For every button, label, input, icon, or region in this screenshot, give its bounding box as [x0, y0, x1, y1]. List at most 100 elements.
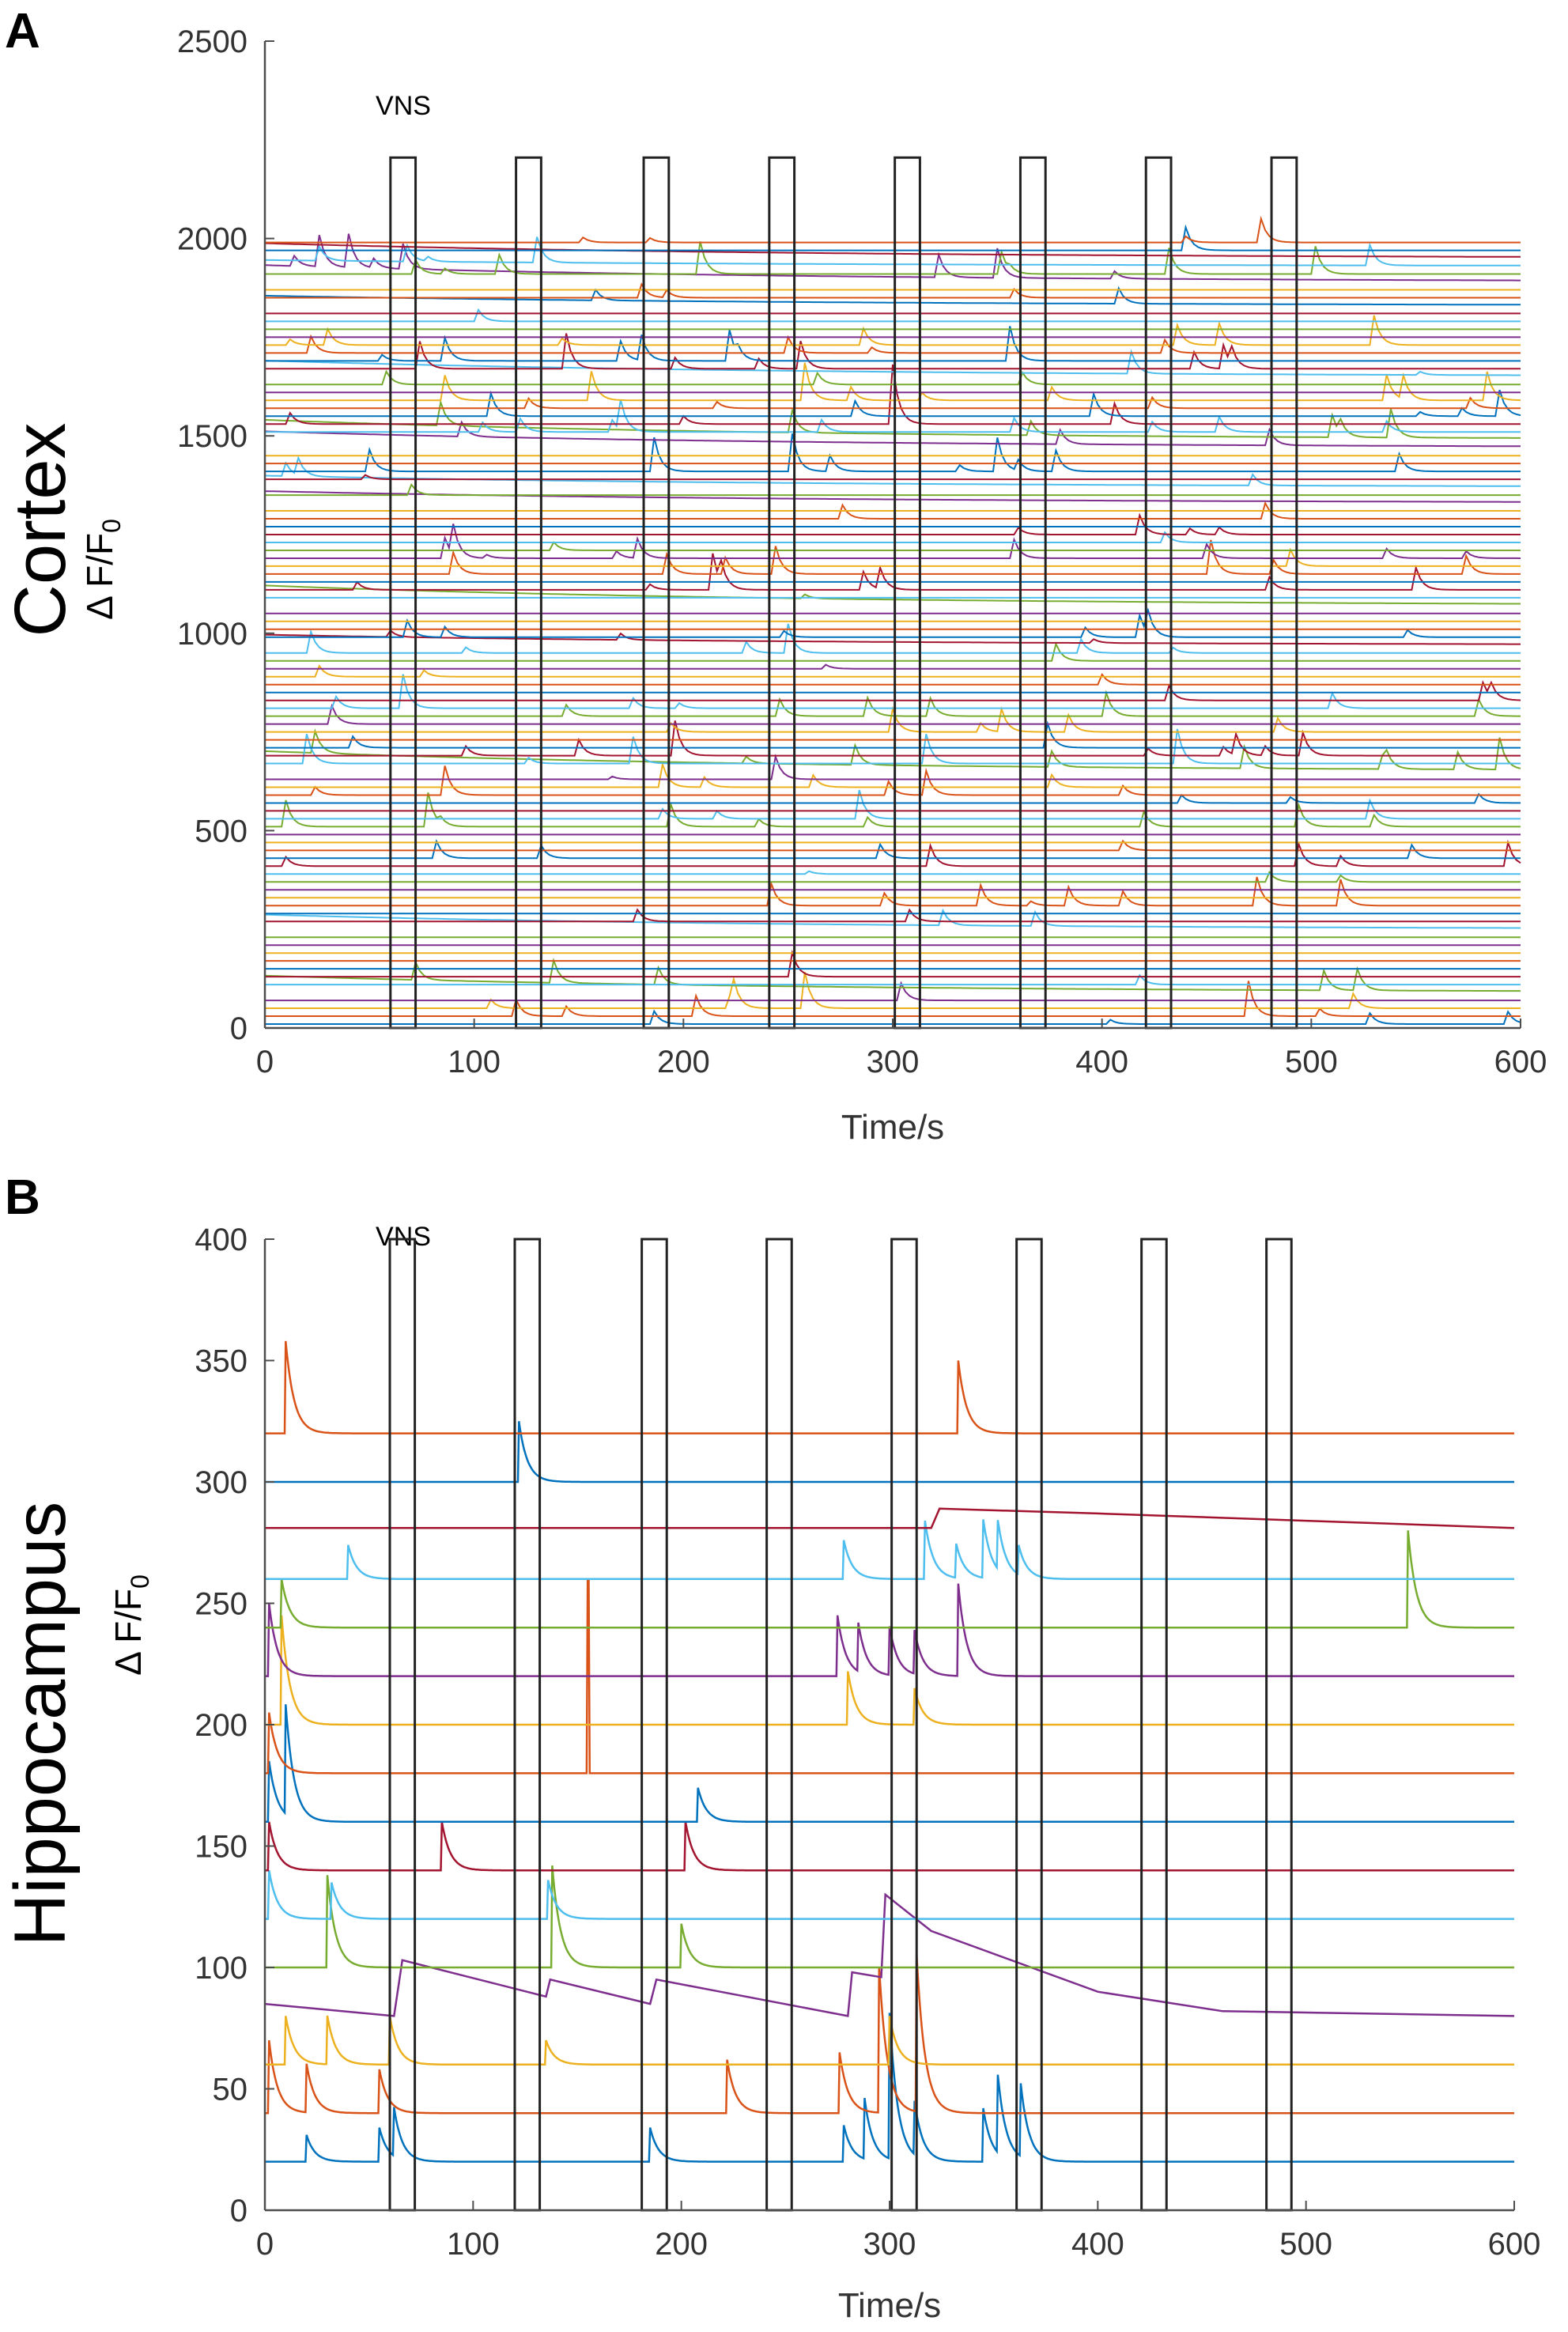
- hippocampus-trace: [265, 1519, 1514, 1581]
- y-axis-label-a-sub: 0: [97, 519, 126, 533]
- y-tick-label: 250: [195, 1587, 247, 1622]
- ticks-a: 0 100 200 300 400 500 600 0 500 1000 1500 2000 2500: [177, 25, 1547, 1079]
- traces-a: [264, 215, 1521, 1025]
- cortex-trace: [264, 629, 1521, 645]
- x-axis-label-a: Time/s: [841, 1108, 944, 1147]
- cortex-trace: [265, 673, 1521, 686]
- cortex-trace: [265, 224, 1521, 251]
- y-tick-label: 2500: [177, 25, 247, 59]
- cortex-trace: [265, 690, 1521, 717]
- cortex-trace: [265, 720, 1521, 757]
- x-tick-label: 300: [863, 2227, 916, 2262]
- cortex-trace: [265, 433, 1521, 473]
- hippocampus-trace: [265, 1615, 1514, 1726]
- cortex-trace: [265, 539, 1521, 575]
- hippocampus-trace: [265, 1421, 1514, 1483]
- hippocampus-trace: [265, 2013, 1514, 2163]
- cortex-trace: [265, 870, 1521, 875]
- y-axis-label-b-main: Δ F/F: [108, 1589, 149, 1676]
- x-tick-label: 0: [256, 1045, 274, 1079]
- cortex-trace: [265, 728, 1521, 765]
- y-tick-label: 300: [195, 1465, 247, 1500]
- cortex-trace: [265, 789, 1521, 820]
- y-axis-label-b-sub: 0: [126, 1574, 154, 1589]
- panel-label-a: A: [5, 4, 40, 59]
- cortex-trace: [264, 242, 1521, 258]
- cortex-trace: [265, 674, 1521, 709]
- cortex-trace: [265, 839, 1521, 867]
- traces-b: [264, 1340, 1515, 2163]
- hippocampus-trace: [265, 1953, 1514, 2115]
- cortex-trace: [265, 523, 1521, 559]
- cortex-trace: [265, 876, 1521, 907]
- vns-label-b: VNS: [376, 1222, 431, 1252]
- hippocampus-trace: [265, 1507, 1515, 1529]
- cortex-trace: [265, 531, 1521, 543]
- cortex-trace: [265, 241, 1521, 275]
- cortex-trace: [265, 399, 1521, 433]
- cortex-trace: [265, 761, 1521, 788]
- cortex-trace: [265, 705, 1521, 733]
- cortex-trace: [265, 623, 1521, 654]
- cortex-trace: [265, 474, 1521, 481]
- x-tick-label: 600: [1494, 1045, 1547, 1079]
- region-label-cortex: Cortex: [0, 423, 81, 637]
- cortex-trace: [265, 553, 1521, 591]
- x-tick-label: 600: [1488, 2227, 1541, 2262]
- cortex-trace: [265, 973, 1521, 986]
- x-tick-label: 200: [655, 2227, 708, 2262]
- hippocampus-trace: [265, 1530, 1514, 1629]
- y-tick-label: 1500: [177, 419, 247, 454]
- cortex-trace: [265, 871, 1521, 883]
- cortex-trace: [264, 399, 1521, 439]
- cortex-trace: [264, 908, 1521, 929]
- cortex-trace: [265, 981, 1521, 1002]
- hippocampus-trace: [265, 1340, 1514, 1434]
- cortex-trace: [265, 838, 1521, 860]
- cortex-trace: [265, 839, 1521, 852]
- cortex-trace: [265, 395, 1521, 410]
- panel-label-b: B: [5, 1170, 40, 1225]
- x-tick-label: 100: [448, 1045, 501, 1079]
- cortex-trace: [265, 754, 1521, 780]
- cortex-trace: [265, 333, 1521, 370]
- cortex-trace: [265, 334, 1521, 354]
- cortex-trace: [265, 362, 1521, 402]
- hippocampus-trace: [265, 1704, 1514, 1824]
- cortex-trace: [265, 512, 1521, 535]
- cortex-trace: [264, 584, 1521, 605]
- cortex-trace: [265, 765, 1521, 796]
- cortex-trace: [265, 664, 1521, 678]
- y-tick-label: 0: [230, 1011, 247, 1046]
- x-axis-label-b: Time/s: [838, 2286, 941, 2325]
- vns-label-a: VNS: [376, 91, 431, 121]
- hippocampus-trace: [265, 1865, 1514, 1969]
- y-tick-label: 2000: [177, 222, 247, 257]
- x-tick-label: 100: [447, 2227, 500, 2262]
- cortex-trace: [264, 236, 1521, 266]
- panel-b-hippocampus: B Hippocampus Δ F/F0 VNS 0 100 200 300 400 50…: [0, 1170, 1540, 2325]
- cortex-trace: [265, 326, 1521, 362]
- cortex-trace: [264, 233, 1521, 282]
- hippocampus-trace: [265, 1578, 1514, 1775]
- cortex-trace: [265, 792, 1521, 828]
- cortex-trace: [265, 981, 1521, 1017]
- y-tick-label: 150: [195, 1830, 247, 1865]
- ticks-b: 0 100 200 300 400 500 600 0 50 100 150 200 250 300 350…: [195, 1223, 1540, 2262]
- hippocampus-trace: [265, 2015, 1514, 2066]
- cortex-trace: [265, 308, 1521, 323]
- x-tick-label: 300: [867, 1045, 920, 1079]
- cortex-trace: [265, 282, 1521, 299]
- cortex-trace: [264, 420, 1521, 448]
- cortex-trace: [265, 541, 1521, 551]
- hippocampus-trace: [265, 1583, 1514, 1677]
- cortex-trace: [265, 720, 1521, 749]
- cortex-trace: [264, 490, 1521, 503]
- y-tick-label: 0: [230, 2194, 247, 2228]
- y-tick-label: 1000: [177, 617, 247, 652]
- cortex-trace: [265, 501, 1521, 520]
- cortex-trace: [264, 957, 1521, 992]
- cortex-trace: [265, 215, 1521, 244]
- y-tick-label: 200: [195, 1708, 247, 1743]
- cortex-trace: [265, 663, 1521, 670]
